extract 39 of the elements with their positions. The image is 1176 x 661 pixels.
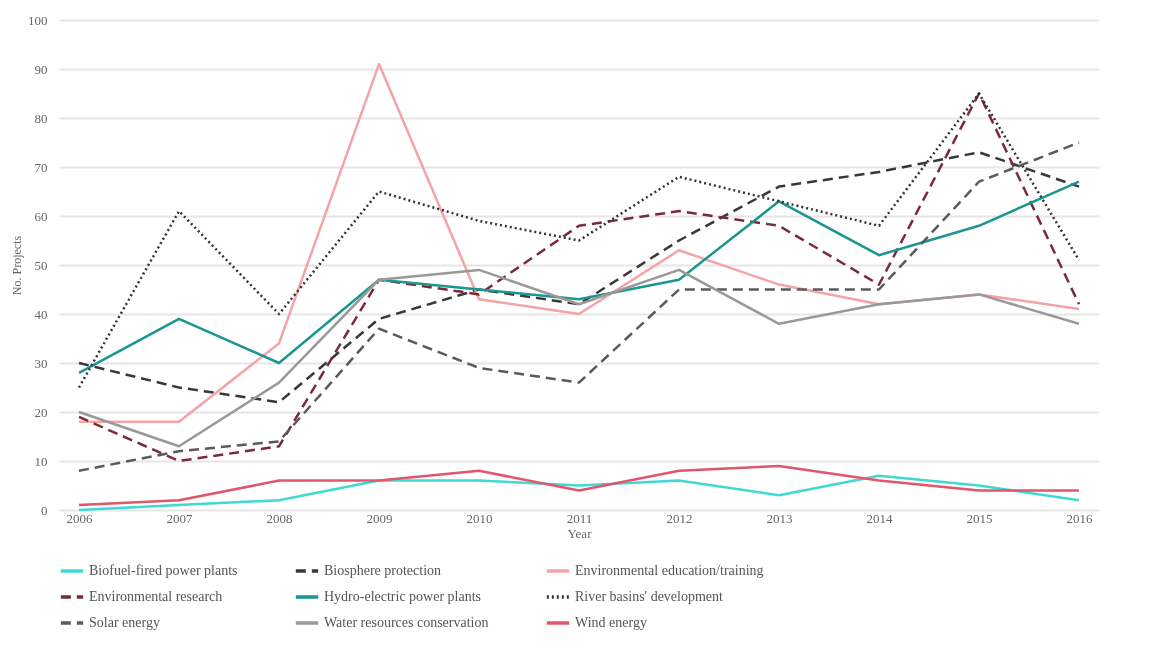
y-tick-label: 80: [34, 110, 48, 126]
y-tick-label: 50: [34, 257, 48, 273]
legend-label: Environmental education/training: [575, 563, 764, 578]
y-axis-title: No. Projects: [10, 235, 24, 296]
y-tick-label: 60: [34, 208, 48, 224]
legend-label: Environmental research: [89, 589, 223, 604]
x-tick-label: 2015: [966, 510, 993, 526]
y-tick-label: 30: [34, 355, 48, 371]
x-tick-label: 2006: [66, 510, 93, 526]
legend-label: Biosphere protection: [324, 563, 442, 578]
line-series: [77, 464, 1081, 507]
x-tick-label: 2012: [666, 510, 693, 526]
x-tick-label: 2011: [566, 510, 593, 526]
line-series: [77, 474, 1081, 512]
y-tick-label: 10: [34, 453, 48, 469]
x-tick-label: 2016: [1066, 510, 1093, 526]
x-tick-label: 2008: [266, 510, 293, 526]
legend-label: Solar energy: [89, 615, 160, 630]
line-series: [77, 180, 1081, 375]
y-tick-label: 100: [28, 12, 48, 28]
y-tick-label: 40: [34, 306, 48, 322]
x-tick-label: 2014: [866, 510, 893, 526]
legend-label: Biofuel-fired power plants: [89, 563, 238, 578]
legend-label: River basins' development: [575, 589, 724, 604]
y-tick-label: 20: [34, 404, 48, 420]
legend-label: Wind energy: [575, 615, 647, 630]
legend-label: Water resources conservation: [324, 615, 489, 630]
x-tick-label: 2013: [766, 510, 793, 526]
x-tick-label: 2010: [466, 510, 493, 526]
line-series: [77, 92, 1081, 463]
y-tick-label: 0: [41, 502, 48, 518]
x-tick-label: 2007: [166, 510, 193, 526]
y-tick-label: 70: [34, 159, 48, 175]
x-tick-label: 2009: [366, 510, 393, 526]
legend-label: Hydro-electric power plants: [324, 589, 482, 604]
x-axis-title: Year: [567, 525, 593, 541]
line-series: [77, 268, 1081, 448]
line-series: [77, 141, 1081, 473]
y-tick-label: 90: [34, 61, 48, 77]
